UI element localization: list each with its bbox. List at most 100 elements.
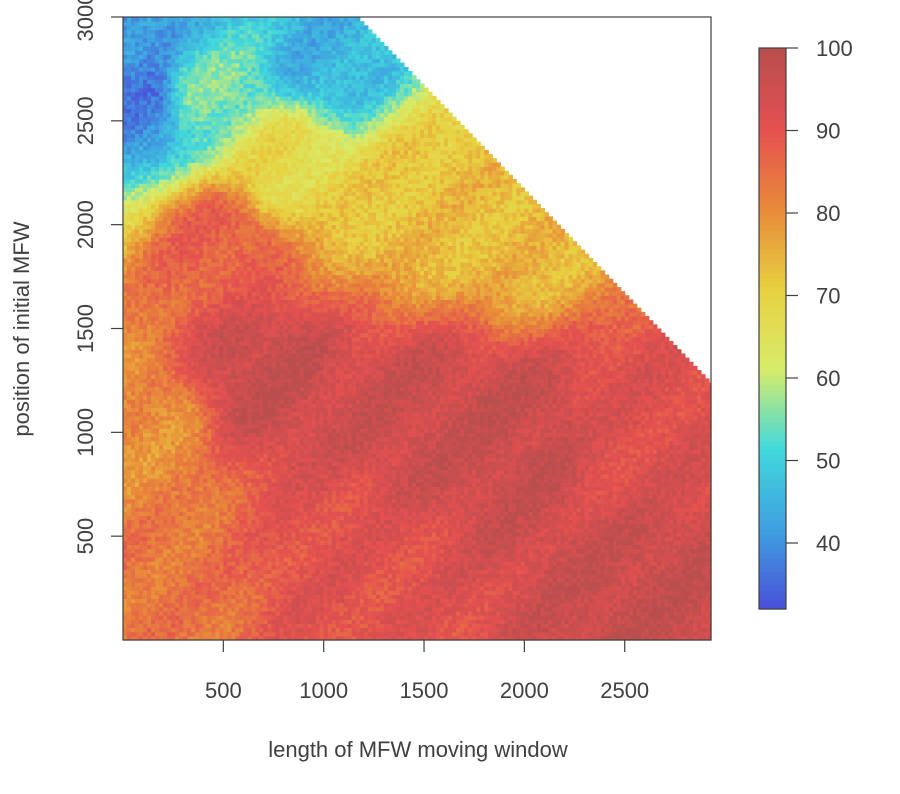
heatmap-cell xyxy=(163,378,168,384)
heatmap-cell xyxy=(139,440,144,446)
heatmap-cell xyxy=(255,590,261,595)
heatmap-cell xyxy=(203,25,208,31)
heatmap-cell xyxy=(171,166,176,172)
heatmap-cell xyxy=(243,544,249,550)
heatmap-cell xyxy=(191,552,196,558)
heatmap-cell xyxy=(239,515,245,521)
heatmap-cell xyxy=(255,519,261,525)
heatmap-cell xyxy=(247,361,253,367)
heatmap-cell xyxy=(243,556,249,562)
heatmap-cell xyxy=(207,336,212,342)
heatmap-cell xyxy=(143,378,148,384)
heatmap-cell xyxy=(159,486,164,492)
heatmap-cell xyxy=(175,424,180,429)
heatmap-cell xyxy=(215,478,220,483)
heatmap-cell xyxy=(155,490,160,496)
heatmap-cell xyxy=(147,565,152,570)
heatmap-cell xyxy=(235,457,240,462)
heatmap-cell xyxy=(175,415,180,421)
heatmap-cell xyxy=(187,282,192,288)
heatmap-cell xyxy=(123,178,128,184)
heatmap-cell xyxy=(163,615,168,620)
heatmap-cell xyxy=(247,482,253,487)
heatmap-cell xyxy=(195,494,200,500)
heatmap-cell xyxy=(135,631,140,637)
heatmap-cell xyxy=(203,635,208,641)
heatmap-cell xyxy=(163,203,168,209)
heatmap-cell xyxy=(239,212,245,217)
heatmap-cell xyxy=(147,129,152,134)
heatmap-cell xyxy=(147,137,152,143)
heatmap-cell xyxy=(239,299,245,305)
heatmap-cell xyxy=(243,70,249,76)
heatmap-cell xyxy=(199,635,204,641)
heatmap-cell xyxy=(239,203,245,209)
heatmap-cell xyxy=(127,108,132,114)
heatmap-cell xyxy=(239,324,245,330)
heatmap-cell xyxy=(219,100,224,105)
heatmap-cell xyxy=(255,448,261,454)
heatmap-cell xyxy=(203,237,208,242)
heatmap-cell xyxy=(159,340,164,346)
heatmap-cell xyxy=(199,394,204,400)
heatmap-cell xyxy=(171,340,176,346)
heatmap-cell xyxy=(183,212,188,217)
heatmap-cell xyxy=(155,286,160,292)
heatmap-cell xyxy=(171,353,176,359)
heatmap-cell xyxy=(231,54,236,60)
heatmap-cell xyxy=(135,424,140,429)
heatmap-cell xyxy=(143,46,148,51)
heatmap-cell xyxy=(151,237,156,242)
heatmap-cell xyxy=(151,324,156,330)
heatmap-cell xyxy=(247,569,253,575)
heatmap-cell xyxy=(147,328,152,334)
heatmap-cell xyxy=(147,540,152,546)
heatmap-cell xyxy=(207,70,212,76)
heatmap-cell xyxy=(231,70,236,76)
heatmap-cell xyxy=(143,340,148,346)
heatmap-cell xyxy=(139,365,144,371)
heatmap-cell xyxy=(215,552,220,558)
heatmap-cell xyxy=(211,498,216,504)
heatmap-cell xyxy=(167,170,172,176)
heatmap-cell xyxy=(123,245,128,251)
heatmap-cell xyxy=(219,108,224,114)
heatmap-cell xyxy=(235,162,240,168)
heatmap-cell xyxy=(175,448,180,454)
heatmap-cell xyxy=(195,507,200,512)
heatmap-cell xyxy=(127,328,132,334)
heatmap-cell xyxy=(243,108,249,114)
heatmap-cell xyxy=(143,166,148,172)
heatmap-cell xyxy=(247,635,253,641)
heatmap-cell xyxy=(143,357,148,363)
heatmap-cell xyxy=(143,519,148,525)
heatmap-cell xyxy=(175,361,180,367)
heatmap-cell xyxy=(231,116,236,122)
heatmap-cell xyxy=(227,232,232,238)
heatmap-cell xyxy=(227,149,232,155)
heatmap-cell xyxy=(203,278,208,284)
heatmap-cell xyxy=(215,594,220,600)
heatmap-cell xyxy=(219,386,224,392)
heatmap-cell xyxy=(219,490,224,496)
heatmap-cell xyxy=(215,448,220,454)
heatmap-cell xyxy=(127,129,132,134)
heatmap-cell xyxy=(211,502,216,508)
heatmap-cell xyxy=(211,241,216,247)
heatmap-cell xyxy=(171,631,176,637)
heatmap-cell xyxy=(135,365,140,371)
heatmap-cell xyxy=(231,228,236,234)
heatmap-cell xyxy=(123,303,128,309)
heatmap-cell xyxy=(155,212,160,217)
heatmap-cell xyxy=(231,552,236,558)
heatmap-cell xyxy=(239,602,245,608)
heatmap-cell xyxy=(247,62,253,68)
heatmap-cell xyxy=(159,394,164,400)
heatmap-cell xyxy=(171,162,176,168)
heatmap-cell xyxy=(227,361,232,367)
heatmap-cell xyxy=(231,137,236,143)
heatmap-cell xyxy=(187,224,192,230)
heatmap-cell xyxy=(151,245,156,251)
heatmap-cell xyxy=(199,154,204,159)
heatmap-cell xyxy=(123,91,128,97)
